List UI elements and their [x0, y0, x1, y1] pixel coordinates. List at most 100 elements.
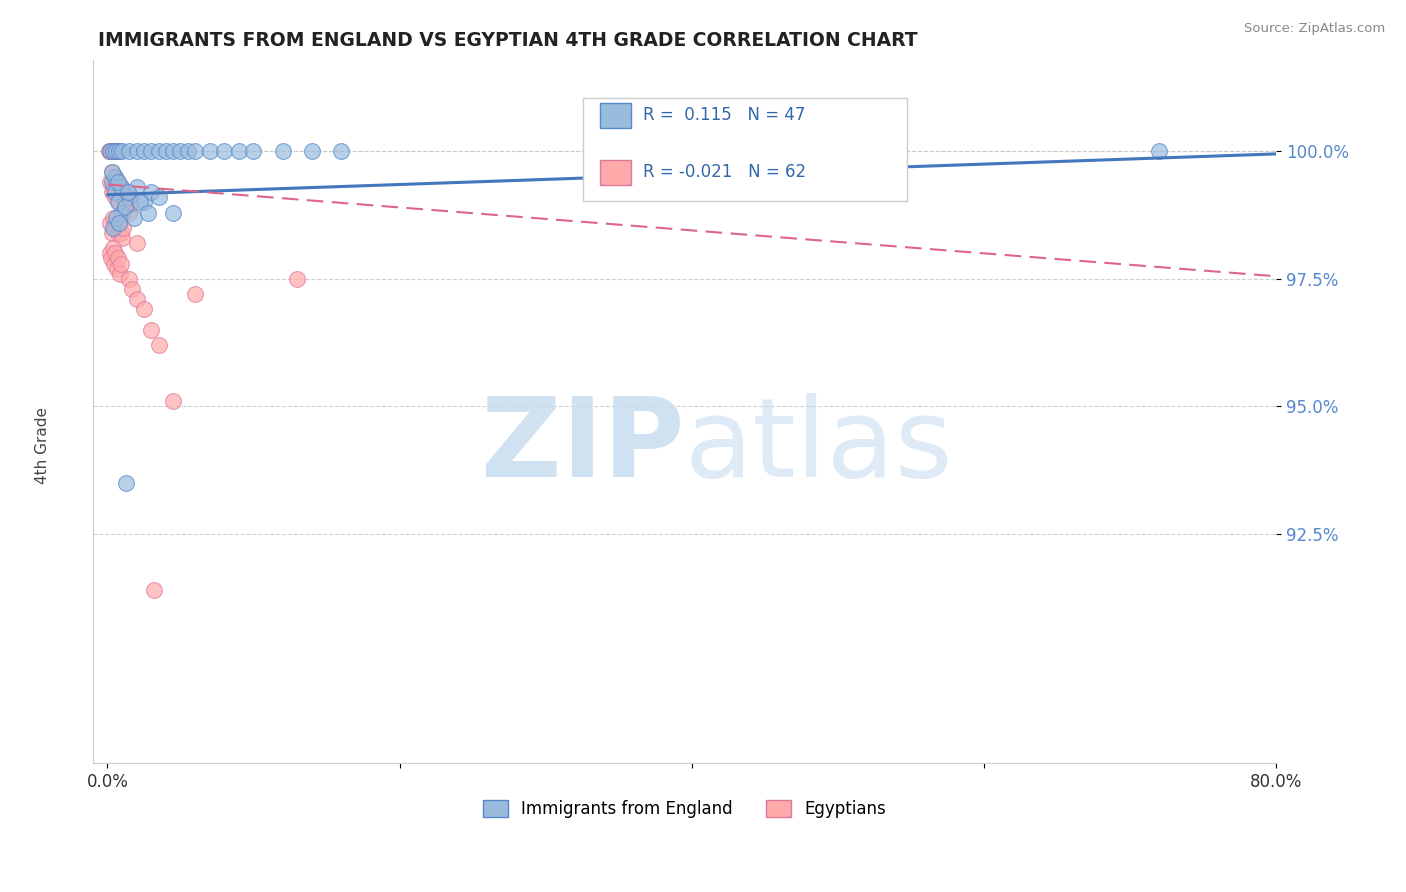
- Point: [105, 261, 128, 276]
- Point: [148, 145, 170, 159]
- Point: [117, 190, 139, 204]
- Point: [121, 282, 143, 296]
- Point: [108, 267, 131, 281]
- Point: [98, 145, 121, 159]
- Point: [98, 145, 121, 159]
- Point: [98, 216, 121, 230]
- Point: [271, 145, 294, 159]
- Point: [108, 195, 131, 210]
- Point: [143, 582, 166, 597]
- Point: [301, 145, 323, 159]
- Point: [285, 272, 308, 286]
- Point: [115, 475, 138, 490]
- Point: [198, 145, 221, 159]
- Point: [110, 226, 132, 240]
- Legend: Immigrants from England, Egyptians: Immigrants from England, Egyptians: [477, 794, 893, 825]
- Point: [103, 211, 125, 225]
- Point: [100, 145, 122, 159]
- Point: [104, 169, 127, 184]
- Point: [117, 185, 139, 199]
- Point: [118, 145, 141, 159]
- Point: [105, 211, 128, 225]
- Point: [125, 236, 148, 251]
- Point: [128, 195, 150, 210]
- Point: [155, 145, 177, 159]
- Point: [100, 165, 122, 179]
- Point: [103, 145, 125, 159]
- Point: [111, 145, 134, 159]
- Point: [100, 226, 122, 240]
- Point: [125, 145, 148, 159]
- Point: [120, 195, 142, 210]
- Point: [100, 252, 122, 266]
- Point: [228, 145, 250, 159]
- Point: [100, 185, 122, 199]
- Point: [118, 190, 141, 204]
- Text: R =  0.115   N = 47: R = 0.115 N = 47: [643, 106, 804, 124]
- Point: [214, 145, 236, 159]
- Point: [132, 302, 155, 317]
- Point: [141, 185, 163, 199]
- Point: [125, 292, 148, 306]
- Point: [105, 145, 128, 159]
- Text: Source: ZipAtlas.com: Source: ZipAtlas.com: [1244, 22, 1385, 36]
- Text: ZIP: ZIP: [481, 393, 685, 500]
- Point: [118, 205, 141, 219]
- Point: [114, 195, 136, 210]
- Point: [98, 175, 121, 189]
- Point: [1147, 145, 1170, 159]
- Point: [177, 145, 200, 159]
- Point: [242, 145, 264, 159]
- Point: [141, 323, 163, 337]
- Point: [162, 394, 184, 409]
- Point: [105, 175, 128, 189]
- Point: [112, 220, 135, 235]
- Point: [169, 145, 191, 159]
- Point: [108, 216, 131, 230]
- Point: [107, 226, 129, 240]
- Point: [98, 246, 121, 260]
- Point: [141, 145, 163, 159]
- Point: [111, 205, 134, 219]
- Point: [100, 145, 122, 159]
- Point: [107, 252, 129, 266]
- Point: [108, 216, 131, 230]
- Point: [122, 211, 145, 225]
- Point: [105, 216, 128, 230]
- Point: [148, 338, 170, 352]
- Point: [108, 145, 131, 159]
- Text: atlas: atlas: [685, 393, 953, 500]
- Point: [132, 145, 155, 159]
- Point: [110, 180, 132, 194]
- Point: [114, 201, 136, 215]
- Point: [162, 205, 184, 219]
- Point: [104, 145, 127, 159]
- Point: [103, 220, 125, 235]
- Point: [111, 190, 134, 204]
- Point: [104, 169, 127, 184]
- Point: [97, 145, 120, 159]
- Point: [110, 180, 132, 194]
- Point: [105, 145, 128, 159]
- Point: [100, 165, 122, 179]
- Point: [111, 231, 134, 245]
- Point: [104, 185, 127, 199]
- Point: [184, 145, 207, 159]
- Point: [125, 180, 148, 194]
- Point: [115, 201, 138, 215]
- Point: [104, 220, 127, 235]
- Point: [103, 145, 125, 159]
- Text: R = -0.021   N = 62: R = -0.021 N = 62: [643, 163, 806, 181]
- Point: [98, 145, 121, 159]
- Point: [105, 145, 128, 159]
- Point: [184, 287, 207, 301]
- Text: 4th Grade: 4th Grade: [35, 408, 49, 484]
- Point: [162, 145, 184, 159]
- Point: [110, 180, 132, 194]
- Point: [107, 175, 129, 189]
- Point: [110, 256, 132, 270]
- Point: [103, 145, 125, 159]
- Point: [101, 145, 124, 159]
- Text: IMMIGRANTS FROM ENGLAND VS EGYPTIAN 4TH GRADE CORRELATION CHART: IMMIGRANTS FROM ENGLAND VS EGYPTIAN 4TH …: [98, 31, 918, 50]
- Point: [103, 256, 125, 270]
